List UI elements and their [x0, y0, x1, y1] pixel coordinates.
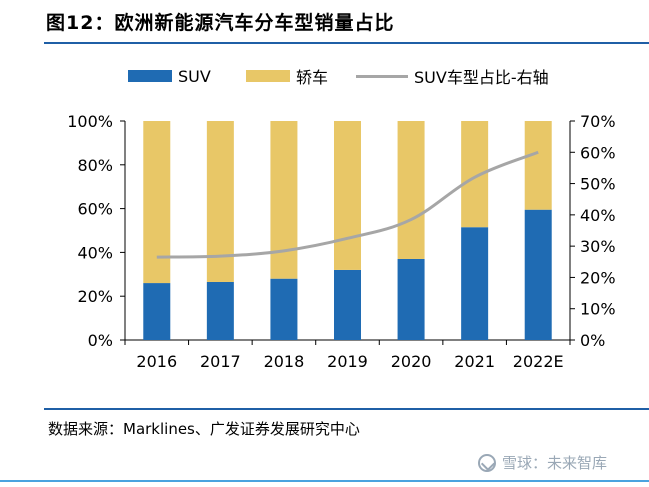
footer-divider [0, 480, 649, 482]
bar-sedan [334, 121, 361, 270]
title-bar: 图12：欧洲新能源汽车分车型销量占比 [44, 0, 649, 44]
legend-label-suv: SUV [178, 66, 211, 86]
legend-item-line: SUV车型占比-右轴 [356, 64, 549, 88]
watermark-text: 雪球：未来智库 [502, 454, 608, 472]
source-note: 数据来源：Marklines、广发证券发展研究中心 [48, 420, 360, 438]
bar-suv [397, 258, 425, 340]
legend-item-sedan: 轿车 [246, 64, 328, 88]
legend-item-suv: SUV [128, 64, 211, 88]
left-y-tick-label: 100% [67, 112, 113, 131]
x-tick-label: 2019 [327, 352, 368, 371]
watermark: 雪球：未来智库 [478, 452, 607, 473]
left-y-tick-label: 20% [77, 287, 113, 306]
snowball-logo-icon [478, 453, 496, 472]
right-y-tick-label: 0% [580, 331, 605, 350]
x-tick-label: 2017 [200, 352, 241, 371]
right-y-tick-label: 20% [580, 268, 616, 287]
legend-swatch-line [356, 74, 408, 78]
right-y-tick-label: 10% [580, 300, 616, 319]
left-y-tick-label: 40% [77, 243, 113, 262]
suv-share-line [156, 150, 539, 259]
x-tick-label: 2018 [264, 352, 305, 371]
bar-suv [461, 227, 489, 340]
legend-label-sedan: 轿车 [296, 68, 329, 87]
legend-label-line: SUV车型占比-右轴 [414, 68, 549, 87]
bar-sedan [143, 121, 171, 284]
x-tick-label: 2020 [391, 352, 432, 371]
bar-suv [270, 278, 298, 340]
source-divider [44, 408, 649, 410]
bar-sedan [524, 121, 552, 210]
title-divider [44, 42, 649, 44]
bar-suv [206, 281, 234, 340]
left-y-tick-label: 60% [77, 200, 113, 219]
x-tick-label: 2021 [454, 352, 495, 371]
bar-suv [524, 209, 552, 340]
right-y-tick-label: 50% [580, 175, 616, 194]
right-y-tick-label: 70% [580, 112, 616, 131]
right-y-tick-label: 40% [580, 206, 616, 225]
legend-swatch-sedan [246, 70, 290, 82]
chart-legend: SUV 轿车 SUV车型占比-右轴 [120, 64, 649, 88]
bar-suv [143, 283, 171, 340]
bar-suv [334, 269, 361, 340]
left-y-tick-label: 0% [88, 331, 113, 350]
left-y-tick-label: 80% [77, 156, 113, 175]
right-y-tick-label: 30% [580, 237, 616, 256]
page-title: 图12：欧洲新能源汽车分车型销量占比 [46, 12, 395, 34]
x-tick-label: 2016 [136, 352, 177, 371]
bar-sedan [397, 121, 425, 259]
right-y-tick-label: 60% [580, 143, 616, 162]
bar-sedan [270, 121, 298, 279]
legend-swatch-suv [128, 70, 172, 82]
x-tick-label: 2022E [513, 352, 564, 371]
